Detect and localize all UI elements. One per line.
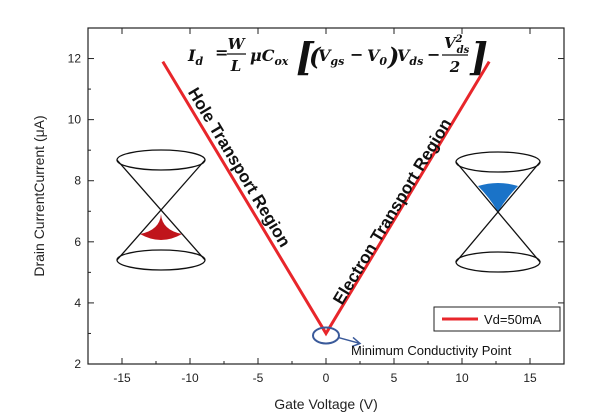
eq-frac2-num-sub: ds [457,45,470,56]
eq-lhs-sub: d [195,55,203,68]
eq-mu-sub: ox [274,55,288,68]
eq-vds: V [397,46,411,65]
svg-text:Vgs: Vgs [318,46,344,68]
hole-transport-region-label: Hole Transport Region [184,84,294,250]
legend-label: Vd=50mA [484,312,542,327]
x-axis-ticks: -15 -10 -5 0 5 10 15 [87,28,565,385]
minimum-point-label: Minimum Conductivity Point [351,343,512,358]
y-axis-title: Drain CurrentCurrent (μA) [31,115,47,276]
eq-lhs: I [187,46,196,65]
hole-dirac-cone-icon [116,149,206,271]
svg-text:Vds: Vds [397,46,423,68]
eq-paren-right: ) [387,42,399,71]
svg-text:μCox: μCox [250,46,289,68]
x-tick-label: 0 [323,371,330,385]
eq-minus-1: − [350,45,363,64]
x-tick-label: 5 [391,371,398,385]
eq-v0: V [367,46,381,65]
electron-fill [478,183,518,212]
svg-text:=: = [215,43,228,62]
legend: Vd=50mA [433,306,561,332]
eq-v0-sub: 0 [379,55,387,68]
eq-frac2-num: V [444,34,457,52]
eq-minus-2: − [427,45,440,64]
x-axis-title: Gate Voltage (V) [274,396,378,412]
y-tick-label: 4 [74,296,81,310]
y-tick-label: 8 [74,174,81,188]
svg-text:V0: V0 [367,46,387,68]
eq-vds-sub: ds [409,55,423,68]
minimum-point-arrowhead [351,336,362,348]
x-tick-label: -5 [253,371,264,385]
eq-bracket-right: ] [469,34,488,79]
x-tick-label: 10 [455,371,469,385]
series-line-vd-50ma [161,60,491,337]
minimum-point-marker [312,326,340,345]
y-tick-label: 6 [74,235,81,249]
x-tick-label: 15 [523,371,537,385]
drain-current-equation: Id = W L μCox [ ( Vgs − V0 ) Vds − V2 ds … [187,34,488,79]
x-tick-label: -10 [181,371,199,385]
eq-vgs-sub: gs [330,55,344,68]
eq-paren-left: ( [309,42,322,71]
y-tick-label: 10 [68,113,82,127]
y-tick-label: 12 [68,52,82,66]
y-tick-label: 2 [74,357,81,371]
electron-dirac-cone-icon [455,151,541,273]
eq-frac1-den: L [230,57,242,75]
electron-transport-region-label: Electron Transport Region [329,115,455,308]
eq-vgs: V [318,46,332,65]
eq-frac2-den: 2 [449,58,460,76]
eq-bracket-left: [ [296,34,315,79]
y-axis-ticks: 2 4 6 8 10 12 [68,27,564,371]
eq-frac1-num: W [228,35,247,53]
hole-fill [140,214,182,240]
eq-mu: μC [250,46,275,65]
svg-text:Id: Id [187,46,203,68]
x-tick-label: -15 [113,371,131,385]
minimum-point-arrow [337,336,361,345]
eq-frac2-num-sup: 2 [455,34,463,45]
